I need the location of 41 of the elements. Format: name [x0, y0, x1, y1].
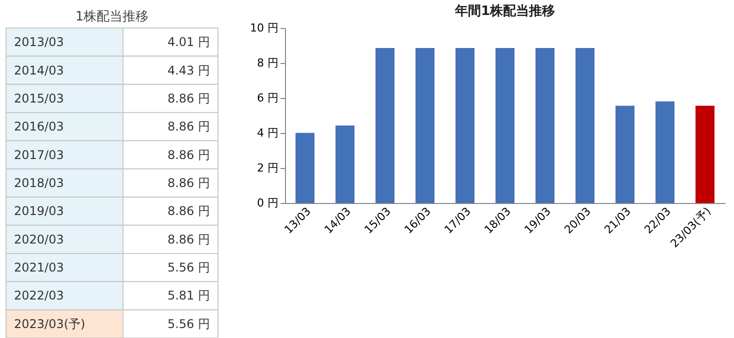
- text: 8.86 円: [167, 148, 210, 162]
- y-tick-label: 2 円: [257, 162, 278, 174]
- bar: [496, 48, 514, 203]
- text: 5.56 円: [167, 260, 210, 275]
- category-label: 2015/03: [14, 91, 64, 106]
- text: 8.86 円: [167, 204, 210, 218]
- text: 1株配当推移: [75, 10, 149, 24]
- category-label: 2019/03: [14, 204, 64, 218]
- text: 8.86 円: [167, 176, 210, 190]
- category-label: 2020/03: [14, 232, 64, 246]
- y-tick-label: 10 円: [250, 22, 278, 34]
- y-tick-label: 4 円: [257, 126, 278, 140]
- y-tick-label: 6 円: [257, 92, 278, 104]
- text: 8.86 円: [167, 232, 210, 246]
- category-label: 2023/03(予): [14, 316, 86, 331]
- bar: [456, 48, 474, 203]
- bar: [656, 101, 674, 203]
- bar: [416, 48, 434, 203]
- text: 4.43 円: [167, 63, 210, 78]
- category-label: 2017/03: [14, 148, 64, 162]
- text: 4.01 円: [167, 35, 210, 50]
- bar: [696, 106, 714, 203]
- bar: [536, 48, 554, 203]
- category-label: 2018/03: [14, 176, 64, 190]
- bar: [336, 125, 354, 203]
- category-label: 2014/03: [14, 63, 64, 78]
- bar: [296, 132, 314, 203]
- bar: [576, 48, 594, 203]
- bar: [616, 106, 634, 203]
- y-tick-label: 8 円: [257, 56, 278, 70]
- chart-title: 年間1株配当推移: [454, 4, 556, 19]
- text: 5.56 円: [167, 316, 210, 331]
- y-tick-label: 0 円: [257, 196, 278, 210]
- category-label: 2016/03: [14, 120, 64, 134]
- category-label: 2022/03: [14, 288, 64, 303]
- text: 8.86 円: [167, 91, 210, 106]
- category-label: 2013/03: [14, 35, 64, 50]
- bar: [376, 48, 394, 203]
- text: 5.81 円: [167, 288, 210, 303]
- category-label: 2021/03: [14, 260, 64, 275]
- text: 8.86 円: [167, 120, 210, 134]
